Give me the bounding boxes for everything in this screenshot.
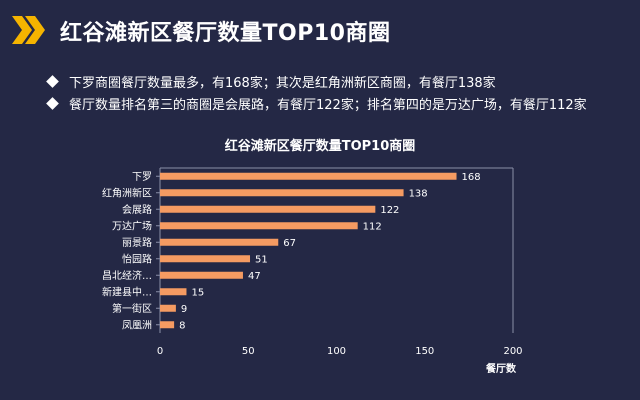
x-tick-label: 100: [327, 346, 346, 357]
bar: [160, 288, 187, 296]
bar: [160, 238, 279, 246]
slide-title: 红谷滩新区餐厅数量TOP10商圈: [60, 21, 391, 46]
category-label: 下罗: [132, 171, 152, 183]
bar: [160, 255, 251, 263]
bar: [160, 271, 243, 279]
data-label: 67: [283, 238, 296, 249]
data-label: 8: [179, 320, 185, 331]
x-tick-label: 150: [415, 346, 434, 357]
category-label: 凤凰洲: [122, 319, 152, 331]
data-label: 138: [409, 188, 428, 199]
data-label: 47: [248, 271, 261, 282]
bar: [160, 321, 175, 329]
double-chevron-icon: [12, 16, 45, 44]
category-label: 怡园路: [122, 252, 152, 265]
data-label: 168: [462, 172, 481, 183]
x-axis-title: 餐厅数: [485, 362, 517, 375]
bullet-item: 下罗商圈餐厅数量最多，有168家；其次是红角洲新区商圈，有餐厅138家: [46, 70, 628, 92]
bar: [160, 172, 457, 180]
data-label: 51: [255, 254, 268, 265]
data-label: 9: [181, 304, 187, 315]
category-label: 红角洲新区: [102, 186, 152, 199]
data-label: 15: [191, 287, 204, 298]
bullet-text: 餐厅数量排名第三的商圈是会展路，有餐厅122家；排名第四的是万达广场，有餐厅11…: [69, 97, 587, 113]
data-label: 122: [380, 205, 399, 216]
slide-header: 红谷滩新区餐厅数量TOP10商圈: [0, 0, 640, 62]
bar: [160, 222, 358, 230]
bar: [160, 205, 376, 213]
category-label: 万达广场: [112, 219, 152, 232]
bullet-list: 下罗商圈餐厅数量最多，有168家；其次是红角洲新区商圈，有餐厅138家 餐厅数量…: [46, 70, 628, 114]
category-label: 昌北经济…: [102, 269, 152, 282]
x-tick-label: 50: [242, 346, 255, 357]
bar: [160, 189, 404, 197]
bar: [160, 304, 176, 312]
bullet-text: 下罗商圈餐厅数量最多，有168家；其次是红角洲新区商圈，有餐厅138家: [69, 75, 496, 91]
category-label: 丽景路: [122, 236, 152, 249]
bullet-item: 餐厅数量排名第三的商圈是会展路，有餐厅122家；排名第四的是万达广场，有餐厅11…: [46, 92, 628, 114]
category-label: 会展路: [122, 203, 152, 216]
data-label: 112: [363, 221, 382, 232]
x-tick-label: 200: [503, 346, 522, 357]
x-tick-label: 0: [157, 346, 163, 357]
chart-title: 红谷滩新区餐厅数量TOP10商圈: [224, 139, 416, 154]
category-label: 新建县中…: [102, 285, 152, 298]
category-label: 第一街区: [112, 302, 152, 315]
